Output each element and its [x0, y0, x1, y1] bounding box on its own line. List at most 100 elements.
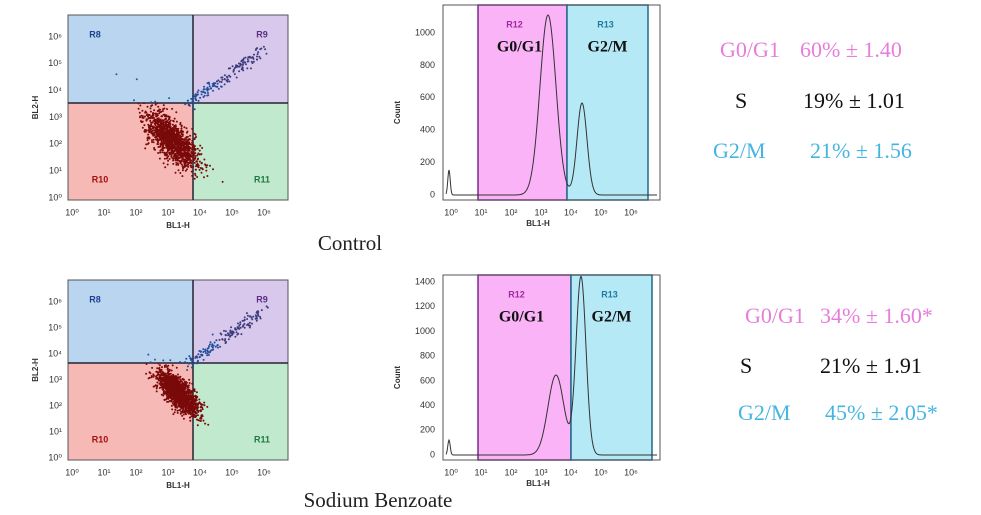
- event-dot: [169, 146, 172, 149]
- event-dot: [250, 56, 253, 59]
- event-dot: [167, 159, 170, 162]
- event-dot: [264, 48, 267, 51]
- event-dot: [179, 361, 181, 364]
- event-dot: [186, 168, 188, 171]
- event-dot: [225, 334, 227, 337]
- event-dot: [238, 324, 241, 327]
- event-dot: [195, 414, 198, 417]
- x-axis-label: BL1-H: [166, 221, 190, 230]
- event-dot: [184, 385, 187, 388]
- event-dot: [197, 419, 200, 422]
- event-dot: [181, 398, 184, 401]
- event-dot: [145, 372, 148, 375]
- event-dot: [190, 97, 193, 100]
- event-dot: [196, 424, 199, 427]
- event-dot: [211, 344, 214, 347]
- y-tick-label: 10²: [49, 400, 62, 410]
- event-dot: [185, 357, 188, 360]
- event-dot: [167, 364, 170, 367]
- caption: Control: [318, 231, 382, 255]
- event-dot: [171, 152, 174, 155]
- event-dot: [165, 394, 168, 397]
- event-dot: [176, 162, 179, 165]
- event-dot: [153, 131, 156, 134]
- event-dot: [185, 164, 188, 167]
- event-dot: [197, 353, 200, 356]
- x-tick-label: 10⁵: [594, 467, 608, 477]
- event-dot: [174, 394, 177, 397]
- event-dot: [163, 376, 166, 379]
- event-dot: [185, 151, 188, 154]
- event-dot: [168, 148, 171, 151]
- event-dot: [165, 378, 168, 381]
- event-dot: [257, 313, 259, 316]
- event-dot: [201, 353, 204, 356]
- event-dot: [191, 382, 194, 385]
- event-dot: [192, 389, 195, 392]
- event-dot: [254, 317, 257, 320]
- phase-label: G2/M: [592, 309, 632, 326]
- x-tick-label: 10³: [534, 207, 547, 217]
- event-dot: [146, 143, 149, 145]
- event-dot: [156, 139, 159, 142]
- x-tick-label: 10⁶: [257, 467, 271, 477]
- event-dot: [196, 407, 199, 410]
- event-dot: [155, 390, 158, 393]
- event-dot: [230, 334, 233, 337]
- stat-value: 21% ± 1.56: [810, 138, 912, 163]
- event-dot: [135, 78, 138, 81]
- event-dot: [199, 144, 202, 147]
- region-label: R12: [508, 289, 525, 299]
- event-dot: [196, 154, 198, 157]
- region-label: R8: [89, 29, 101, 39]
- event-dot: [204, 352, 207, 354]
- event-dot: [259, 57, 262, 60]
- event-dot: [229, 67, 232, 70]
- event-dot: [172, 413, 175, 416]
- y-axis-label: BL2-H: [31, 96, 40, 120]
- event-dot: [159, 128, 161, 131]
- event-dot: [186, 130, 189, 133]
- event-dot: [181, 390, 184, 393]
- event-dot: [179, 135, 182, 138]
- y-tick-label: 10³: [49, 374, 62, 384]
- event-dot: [194, 133, 197, 136]
- y-tick-label: 10⁶: [48, 31, 62, 41]
- y-tick-label: 200: [420, 425, 435, 435]
- event-dot: [198, 356, 201, 359]
- event-dot: [164, 364, 167, 367]
- event-dot: [198, 168, 201, 171]
- event-dot: [256, 317, 258, 320]
- event-dot: [219, 345, 222, 348]
- event-dot: [182, 417, 185, 420]
- event-dot: [157, 141, 159, 144]
- x-tick-label: 10⁶: [624, 207, 638, 217]
- event-dot: [208, 343, 211, 346]
- event-dot: [174, 159, 177, 162]
- event-dot: [239, 323, 242, 326]
- y-tick-label: 600: [420, 92, 435, 102]
- event-dot: [143, 124, 146, 127]
- event-dot: [225, 341, 228, 343]
- event-dot: [257, 51, 260, 54]
- event-dot: [245, 312, 248, 315]
- y-axis-label: Count: [393, 366, 402, 389]
- event-dot: [188, 412, 191, 415]
- event-dot: [191, 360, 194, 363]
- event-dot: [149, 110, 152, 113]
- event-dot: [164, 166, 167, 169]
- event-dot: [147, 377, 150, 380]
- event-dot: [206, 86, 209, 89]
- event-dot: [171, 148, 174, 151]
- event-dot: [175, 376, 178, 379]
- quadrant: [193, 103, 288, 200]
- event-dot: [233, 73, 236, 76]
- event-dot: [248, 321, 251, 324]
- event-dot: [243, 316, 246, 319]
- event-dot: [227, 334, 230, 337]
- event-dot: [204, 422, 207, 425]
- event-dot: [182, 166, 185, 169]
- event-dot: [201, 406, 204, 409]
- event-dot: [155, 115, 158, 118]
- event-dot: [207, 81, 210, 84]
